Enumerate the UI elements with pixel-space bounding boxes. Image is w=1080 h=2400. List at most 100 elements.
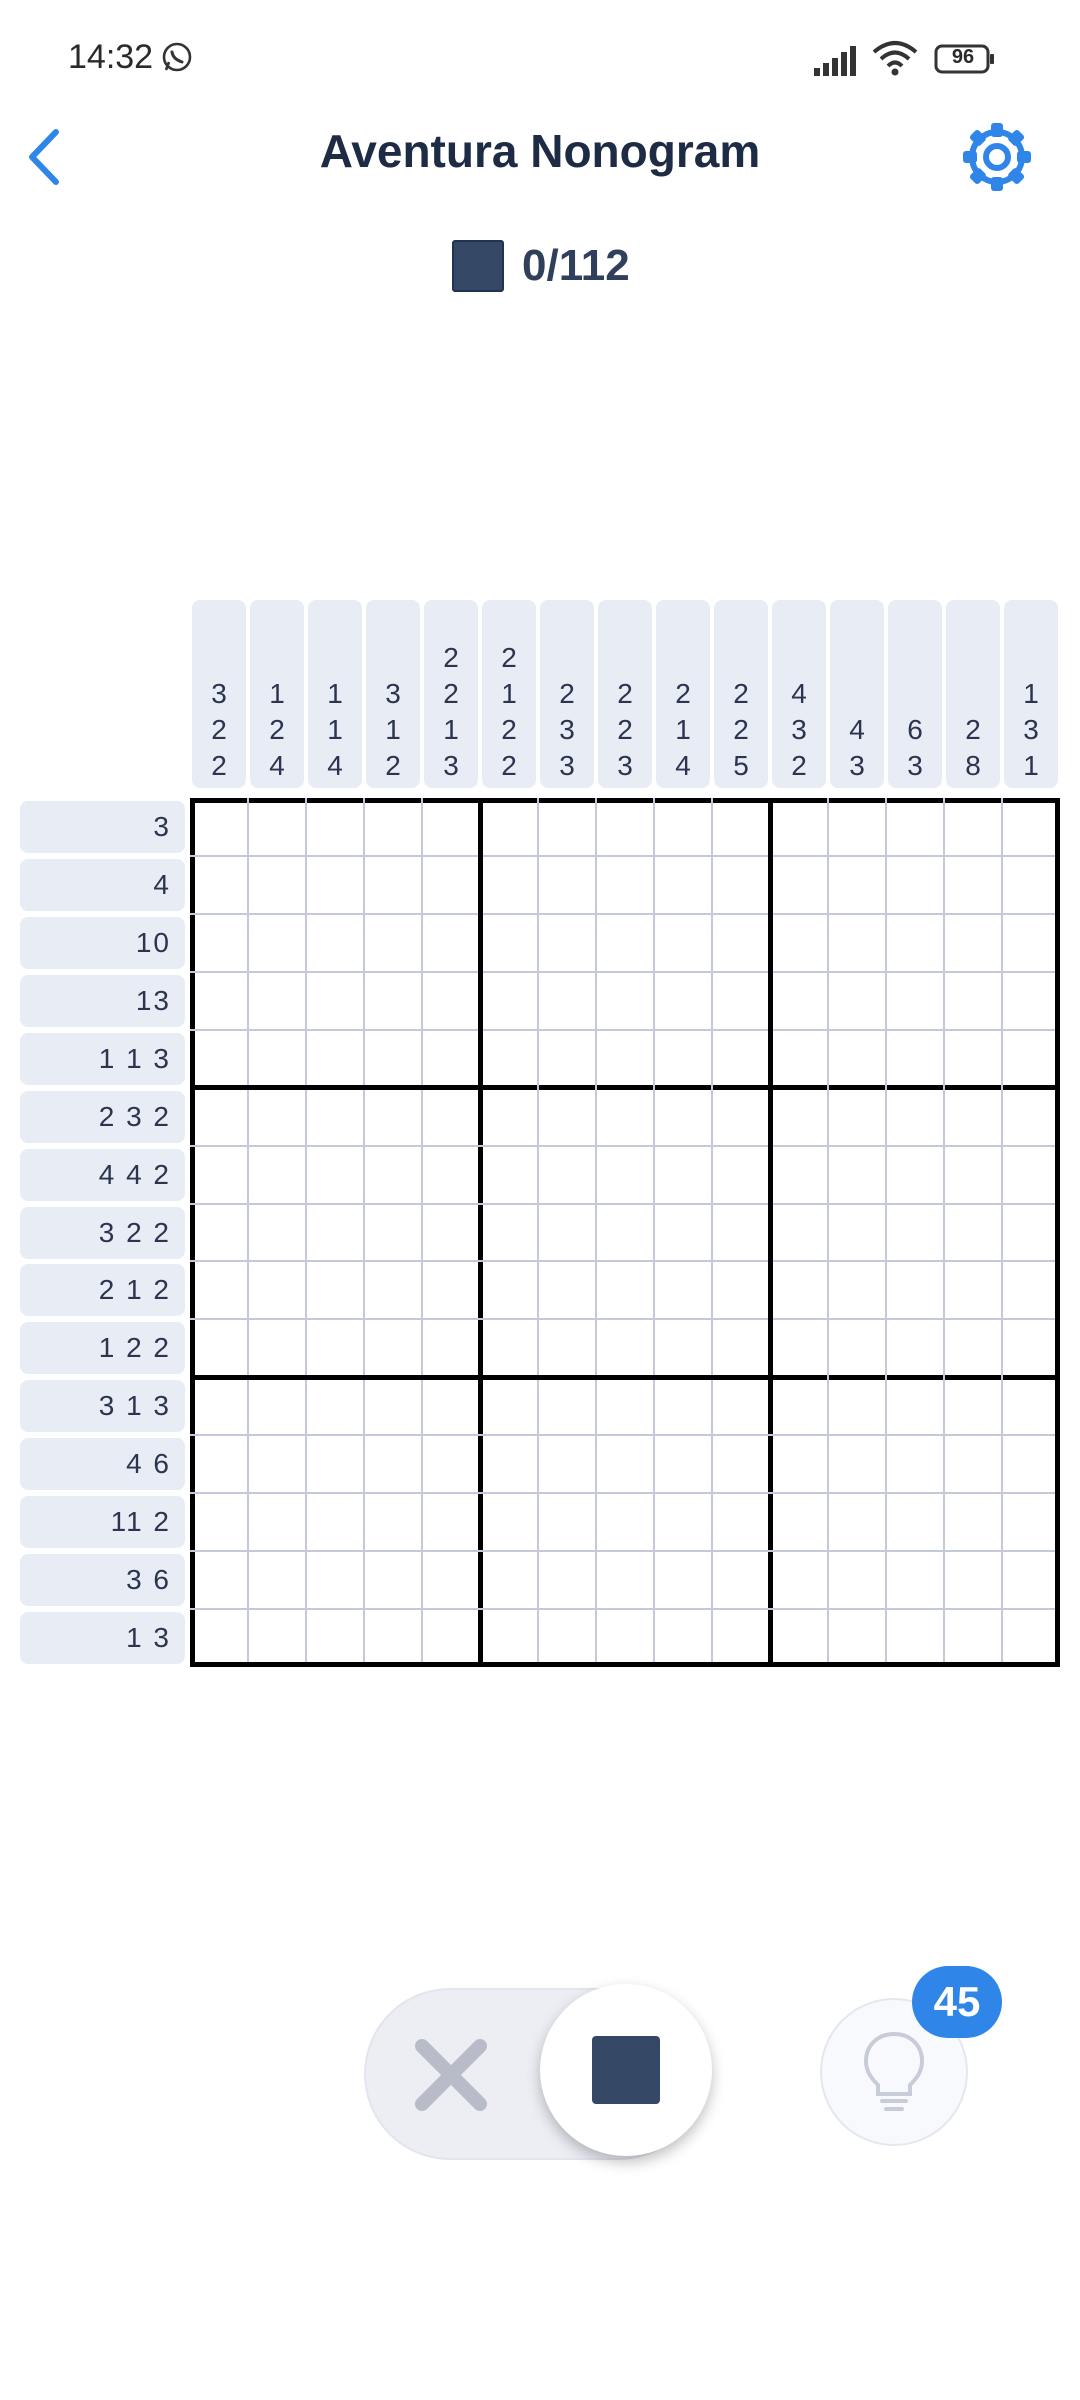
grid-cell[interactable] <box>596 1609 654 1667</box>
grid-cell[interactable] <box>248 856 306 914</box>
grid-cell[interactable] <box>596 972 654 1030</box>
grid-cell[interactable] <box>306 1551 364 1609</box>
grid-cell[interactable] <box>654 914 712 972</box>
grid-cell[interactable] <box>1002 972 1060 1030</box>
grid-cell[interactable] <box>712 1435 770 1493</box>
grid-cell[interactable] <box>422 1609 480 1667</box>
grid-cell[interactable] <box>190 1030 248 1088</box>
grid-cell[interactable] <box>828 972 886 1030</box>
grid-cell[interactable] <box>712 856 770 914</box>
grid-cell[interactable] <box>712 1551 770 1609</box>
grid-cell[interactable] <box>886 856 944 914</box>
grid-cell[interactable] <box>596 1088 654 1146</box>
grid-cell[interactable] <box>654 1319 712 1377</box>
grid-cell[interactable] <box>364 1609 422 1667</box>
grid-cell[interactable] <box>480 1088 538 1146</box>
grid-cell[interactable] <box>306 1435 364 1493</box>
grid-cell[interactable] <box>364 1319 422 1377</box>
grid-cell[interactable] <box>306 1204 364 1262</box>
grid-cell[interactable] <box>828 1261 886 1319</box>
grid-cell[interactable] <box>190 1088 248 1146</box>
grid-cell[interactable] <box>828 914 886 972</box>
grid-cell[interactable] <box>944 1204 1002 1262</box>
grid-cell[interactable] <box>422 1493 480 1551</box>
grid-cell[interactable] <box>944 1261 1002 1319</box>
grid-cell[interactable] <box>596 1551 654 1609</box>
grid-cell[interactable] <box>712 1204 770 1262</box>
grid-cell[interactable] <box>480 1493 538 1551</box>
grid-cell[interactable] <box>596 1377 654 1435</box>
hint-button[interactable] <box>820 1998 968 2146</box>
grid-cell[interactable] <box>596 856 654 914</box>
grid-cell[interactable] <box>248 1609 306 1667</box>
grid-cell[interactable] <box>306 1377 364 1435</box>
grid-cell[interactable] <box>190 1493 248 1551</box>
grid-cell[interactable] <box>422 1551 480 1609</box>
grid-cell[interactable] <box>828 1493 886 1551</box>
grid-cell[interactable] <box>190 1551 248 1609</box>
grid-cell[interactable] <box>538 1551 596 1609</box>
grid-cell[interactable] <box>306 914 364 972</box>
grid-cell[interactable] <box>480 914 538 972</box>
grid-cell[interactable] <box>422 1319 480 1377</box>
grid-cell[interactable] <box>944 798 1002 856</box>
grid-cell[interactable] <box>364 856 422 914</box>
grid-cell[interactable] <box>422 1146 480 1204</box>
grid-cell[interactable] <box>422 1261 480 1319</box>
grid-cell[interactable] <box>538 856 596 914</box>
grid-cell[interactable] <box>306 1609 364 1667</box>
grid-cell[interactable] <box>422 1435 480 1493</box>
grid-cell[interactable] <box>538 914 596 972</box>
grid-cell[interactable] <box>480 856 538 914</box>
grid-cell[interactable] <box>480 1261 538 1319</box>
grid-cell[interactable] <box>886 1435 944 1493</box>
grid-cell[interactable] <box>944 1030 1002 1088</box>
grid-cell[interactable] <box>364 1030 422 1088</box>
grid-cell[interactable] <box>190 856 248 914</box>
grid-cell[interactable] <box>190 1204 248 1262</box>
grid-cell[interactable] <box>190 1319 248 1377</box>
grid-cell[interactable] <box>1002 1146 1060 1204</box>
grid-cell[interactable] <box>596 1493 654 1551</box>
grid-cell[interactable] <box>480 1030 538 1088</box>
grid-cell[interactable] <box>306 1493 364 1551</box>
grid-cell[interactable] <box>480 1609 538 1667</box>
grid-cell[interactable] <box>770 1204 828 1262</box>
grid-cell[interactable] <box>770 1261 828 1319</box>
grid-cell[interactable] <box>828 1030 886 1088</box>
grid-cell[interactable] <box>770 1435 828 1493</box>
grid-cell[interactable] <box>770 1088 828 1146</box>
grid-cell[interactable] <box>828 1204 886 1262</box>
grid-cell[interactable] <box>770 1551 828 1609</box>
grid-cell[interactable] <box>364 1146 422 1204</box>
grid-cell[interactable] <box>712 1088 770 1146</box>
grid-cell[interactable] <box>538 1493 596 1551</box>
grid-cell[interactable] <box>480 1319 538 1377</box>
grid-cell[interactable] <box>248 1435 306 1493</box>
grid-cell[interactable] <box>248 972 306 1030</box>
grid-cell[interactable] <box>886 1551 944 1609</box>
grid-cell[interactable] <box>770 798 828 856</box>
grid-cell[interactable] <box>770 1377 828 1435</box>
grid-cell[interactable] <box>480 1146 538 1204</box>
grid-cell[interactable] <box>364 1261 422 1319</box>
grid-cell[interactable] <box>190 798 248 856</box>
grid-cell[interactable] <box>828 1609 886 1667</box>
grid-cell[interactable] <box>538 1204 596 1262</box>
grid-cell[interactable] <box>828 856 886 914</box>
grid-cell[interactable] <box>538 1609 596 1667</box>
grid-cell[interactable] <box>944 1493 1002 1551</box>
grid-cell[interactable] <box>712 1319 770 1377</box>
settings-button[interactable] <box>958 118 1036 196</box>
grid-cell[interactable] <box>712 798 770 856</box>
grid-cell[interactable] <box>422 914 480 972</box>
grid-cell[interactable] <box>480 1435 538 1493</box>
fill-mode-button[interactable] <box>540 1984 712 2156</box>
grid-cell[interactable] <box>480 972 538 1030</box>
grid-cell[interactable] <box>596 1435 654 1493</box>
grid-cell[interactable] <box>1002 798 1060 856</box>
grid-cell[interactable] <box>654 1377 712 1435</box>
grid-cell[interactable] <box>770 1609 828 1667</box>
grid-cell[interactable] <box>944 1551 1002 1609</box>
grid-cell[interactable] <box>886 1204 944 1262</box>
